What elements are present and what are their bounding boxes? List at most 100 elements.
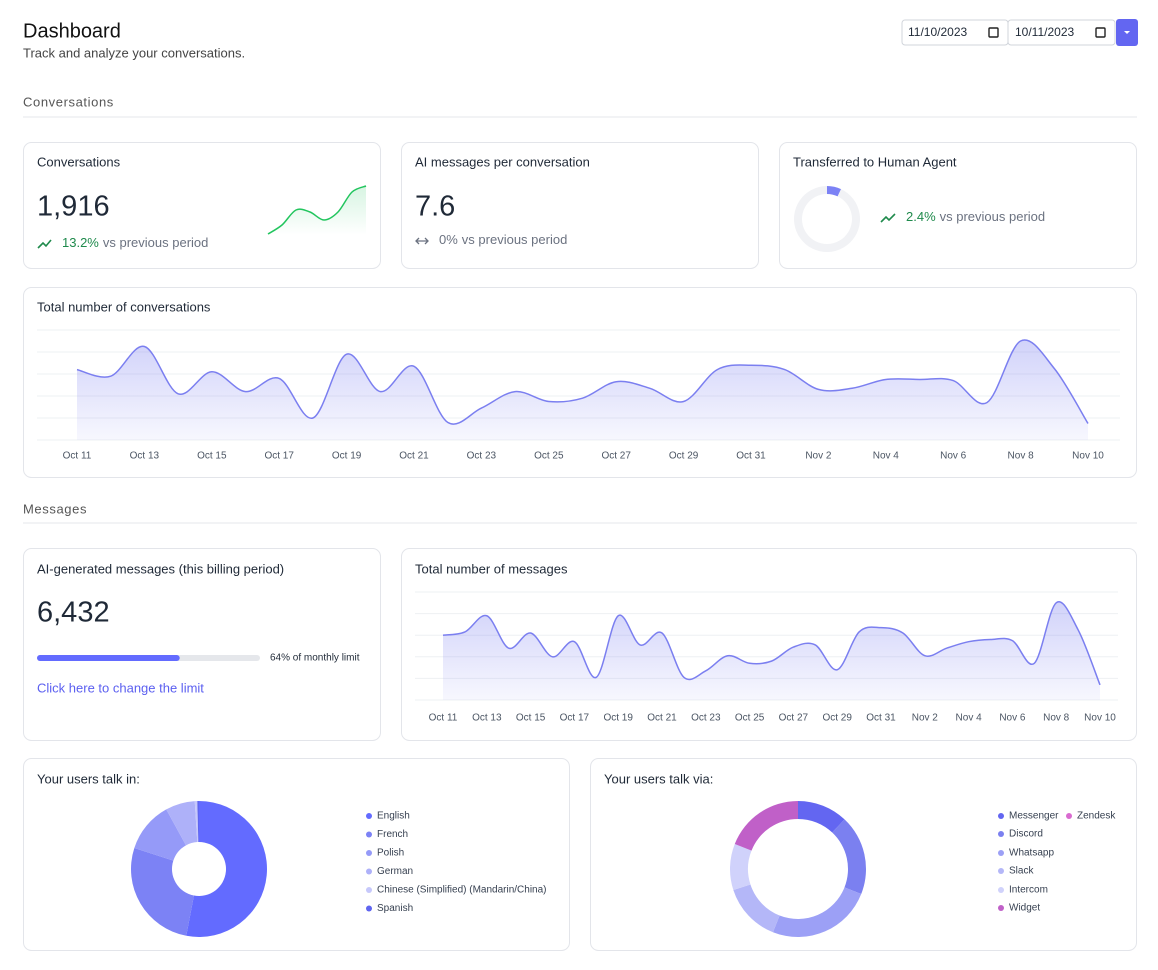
- chart-card: [401, 548, 1137, 741]
- trend-up-icon: [880, 213, 896, 223]
- pie-slice: [134, 809, 186, 861]
- x-tick-label: Oct 13: [130, 451, 160, 462]
- page-subtitle: Track and analyze your conversations.: [23, 45, 245, 60]
- x-tick-label: Nov 6: [940, 451, 967, 462]
- chart-card: [23, 287, 1137, 478]
- caret-icon: [1124, 31, 1130, 34]
- x-tick-label: Nov 2: [912, 713, 939, 724]
- kpi-change: 0%: [439, 232, 458, 247]
- date-to-input[interactable]: [1007, 19, 1116, 46]
- x-tick-label: Nov 8: [1043, 713, 1070, 724]
- billing-title: AI-generated messages (this billing peri…: [37, 561, 284, 576]
- legend-label: Intercom: [1009, 885, 1048, 896]
- pie-slice: [832, 819, 866, 895]
- kpi-card: [779, 142, 1137, 269]
- legend-label: Messenger: [1009, 811, 1059, 822]
- x-tick-label: Oct 25: [735, 713, 765, 724]
- x-tick-label: Oct 21: [647, 713, 677, 724]
- x-tick-label: Oct 11: [63, 451, 92, 462]
- pie-slice: [130, 847, 194, 936]
- x-tick-label: Nov 10: [1072, 451, 1104, 462]
- kpi-change: 13.2%: [62, 235, 99, 250]
- kpi-title: Transferred to Human Agent: [793, 154, 957, 169]
- calendar-icon: [988, 27, 999, 38]
- progress-fill: [37, 655, 180, 661]
- pie-slice: [194, 801, 199, 843]
- pie-slice: [730, 843, 752, 891]
- pie-slice: [197, 801, 199, 843]
- x-tick-label: Oct 15: [197, 451, 227, 462]
- sparkline-fill: [268, 186, 366, 235]
- date-from: 11/10/2023: [908, 25, 967, 39]
- pie-slice: [798, 801, 845, 833]
- legend-swatch: [998, 905, 1004, 911]
- x-tick-label: Nov 4: [956, 713, 983, 724]
- pie-slice: [186, 801, 268, 937]
- kpi-title: AI messages per conversation: [415, 154, 590, 169]
- trend-up-icon: [37, 239, 52, 249]
- x-tick-label: Nov 4: [873, 451, 900, 462]
- x-tick-label: Oct 27: [779, 713, 809, 724]
- legend-swatch: [366, 850, 372, 856]
- legend-swatch: [998, 868, 1004, 874]
- section-title: Conversations: [23, 94, 114, 109]
- legend-swatch: [1066, 813, 1072, 819]
- x-tick-label: Oct 21: [399, 451, 429, 462]
- legend-label: Spanish: [377, 903, 413, 914]
- pie-slice: [166, 801, 198, 846]
- x-tick-label: Nov 8: [1008, 451, 1035, 462]
- x-tick-label: Oct 19: [603, 713, 633, 724]
- kpi-change-line: 13.2% vs previous period: [62, 235, 208, 250]
- x-tick-label: Oct 29: [669, 451, 699, 462]
- x-tick-label: Oct 31: [866, 713, 896, 724]
- legend-label: Chinese (Simplified) (Mandarin/China): [377, 885, 547, 896]
- kpi-title: Conversations: [37, 154, 121, 169]
- chart-card: [23, 758, 570, 951]
- change-limit-link[interactable]: Click here to change the limit: [37, 680, 204, 695]
- progress-label: 64% of monthly limit: [270, 653, 360, 664]
- calendar-icon: [1095, 27, 1106, 38]
- kpi-change-line: 0% vs previous period: [439, 232, 567, 247]
- x-tick-label: Oct 15: [516, 713, 546, 724]
- chart-title: Total number of messages: [415, 561, 568, 576]
- legend-label: French: [377, 829, 408, 840]
- legend-label: Discord: [1009, 829, 1043, 840]
- area-line: [76, 339, 1089, 425]
- x-tick-label: Oct 31: [736, 451, 766, 462]
- legend-label: Widget: [1009, 903, 1040, 914]
- legend-swatch: [366, 831, 372, 838]
- kpi-change-label: vs previous period: [462, 232, 568, 247]
- x-tick-label: Oct 17: [264, 451, 294, 462]
- pie-slice: [733, 884, 780, 933]
- pie-slice: [772, 887, 862, 937]
- kpi-value: 1,916: [37, 191, 110, 223]
- x-tick-label: Oct 11: [429, 713, 458, 724]
- kpi-change-line: 2.4% vs previous period: [906, 209, 1045, 224]
- legend-label: German: [377, 866, 413, 877]
- chart-title: Your users talk in:: [37, 771, 140, 786]
- pie-slice: [734, 801, 798, 851]
- area-fill: [443, 601, 1100, 700]
- x-tick-label: Oct 25: [534, 451, 564, 462]
- x-tick-label: Nov 10: [1084, 713, 1116, 724]
- legend-swatch: [366, 905, 372, 912]
- x-tick-label: Nov 2: [805, 451, 832, 462]
- legend-swatch: [366, 887, 372, 893]
- kpi-change-label: vs previous period: [940, 209, 1046, 224]
- pie-slice: [827, 186, 842, 197]
- kpi-card: [401, 142, 759, 269]
- kpi-change: 2.4%: [906, 209, 936, 224]
- x-tick-label: Oct 19: [332, 451, 362, 462]
- kpi-change-label: vs previous period: [103, 235, 209, 250]
- billing-value: 6,432: [37, 597, 110, 629]
- chart-title: Your users talk via:: [604, 771, 713, 786]
- legend-swatch: [998, 887, 1004, 893]
- no-change-icon: [415, 237, 429, 245]
- legend-swatch: [998, 831, 1004, 837]
- page-title: Dashboard: [23, 20, 121, 42]
- x-tick-label: Oct 23: [467, 451, 497, 462]
- area-fill: [77, 339, 1088, 440]
- x-tick-label: Oct 23: [691, 713, 721, 724]
- kpi-value: 7.6: [415, 191, 455, 223]
